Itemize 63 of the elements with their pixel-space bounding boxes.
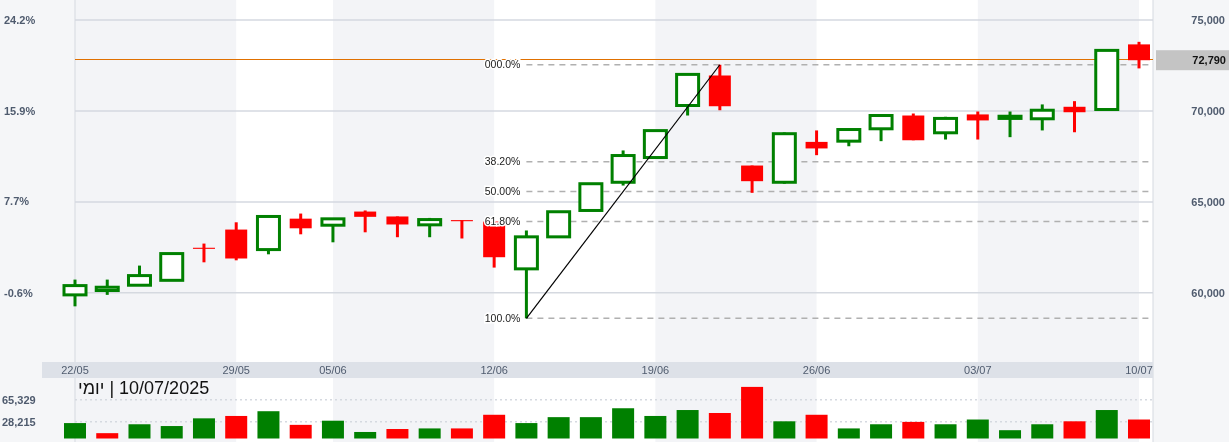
bar — [354, 431, 377, 439]
chart-title: 10/07/2025 | יומי — [78, 378, 210, 398]
bar — [708, 413, 731, 439]
bar — [160, 426, 183, 439]
bar — [515, 423, 538, 439]
annotation: 61.80% — [484, 215, 521, 228]
bar — [966, 419, 989, 439]
bar — [225, 415, 248, 439]
bar — [934, 424, 957, 439]
annotation: 50.00% — [484, 185, 521, 198]
bar — [870, 424, 893, 439]
x-tick-label: 12/06 — [480, 364, 508, 376]
candlestick — [997, 111, 1023, 139]
y2-tick-label: 7.7% — [4, 195, 30, 208]
bar — [547, 417, 570, 439]
bar — [192, 418, 215, 439]
y2-tick-label: -0.6% — [4, 286, 33, 299]
x-tick-label: 05/06 — [319, 364, 347, 376]
annotation: 100.0% — [484, 312, 521, 325]
bar — [805, 414, 828, 439]
bar — [999, 430, 1022, 439]
annotation: 000.0% — [484, 58, 521, 71]
bar — [773, 421, 796, 439]
bar — [837, 428, 860, 439]
y2-tick-label: 15.9% — [4, 104, 36, 117]
x-tick-label: 19/06 — [641, 364, 670, 376]
bar — [579, 417, 602, 439]
annotation: 38.20% — [484, 155, 521, 168]
y-tick-label: 65,329 — [2, 393, 36, 406]
candlestick — [868, 114, 894, 143]
bar — [64, 423, 86, 439]
bar — [96, 433, 119, 439]
y-tick-label: 75,000 — [1191, 13, 1225, 26]
y-tick-label: 60,000 — [1191, 286, 1225, 299]
bar — [741, 386, 764, 439]
bar — [321, 420, 344, 439]
x-tick-label: 26/06 — [802, 364, 831, 376]
candlestick — [1029, 104, 1055, 131]
bar — [483, 414, 506, 439]
bar — [450, 428, 473, 439]
bar — [1063, 421, 1086, 439]
bar — [676, 410, 699, 439]
bar — [1095, 410, 1118, 439]
bar — [386, 429, 409, 439]
bar — [612, 408, 635, 439]
y-tick-label: 70,000 — [1191, 104, 1225, 117]
bar — [1128, 419, 1150, 439]
x-tick-label: 29/05 — [222, 364, 250, 376]
y-tick-label: 65,000 — [1191, 195, 1225, 208]
bar — [902, 421, 925, 439]
bar — [289, 424, 312, 439]
candlestick — [126, 265, 152, 287]
bar — [128, 424, 151, 439]
bar — [1031, 424, 1054, 439]
x-tick-label: 22/05 — [61, 364, 89, 376]
y2-tick-label: 24.2% — [4, 13, 36, 26]
x-tick-label: 03/07 — [964, 364, 992, 376]
y-tick-label: 28,215 — [2, 415, 36, 428]
bar — [257, 411, 280, 439]
bar — [418, 428, 441, 439]
x-tick-label: 10/07 — [1125, 364, 1153, 376]
bar — [644, 415, 667, 439]
text: 72,790 — [1192, 54, 1226, 67]
